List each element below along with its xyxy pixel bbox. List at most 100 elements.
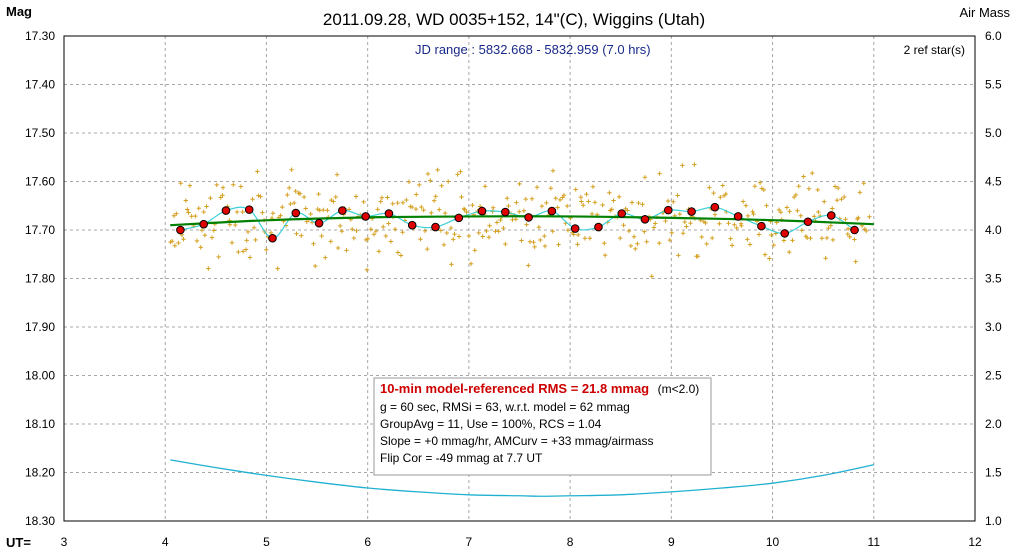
raw-point — [361, 199, 366, 205]
raw-point — [187, 183, 193, 188]
raw-point — [677, 211, 683, 217]
binned-point — [524, 213, 533, 222]
raw-point — [196, 206, 201, 211]
y-tick-label-left: 17.30 — [25, 29, 55, 43]
raw-point — [247, 255, 253, 260]
y-tick-label-right: 5.0 — [985, 126, 1002, 140]
raw-point — [409, 204, 415, 210]
raw-point — [649, 274, 654, 279]
y-tick-labels-left: 17.30 17.40 17.50 17.60 17.70 17.80 17.90 18.00… — [25, 29, 55, 528]
raw-point — [294, 231, 299, 236]
y-tick-label-left: 18.10 — [25, 417, 55, 431]
raw-point — [201, 209, 206, 215]
raw-point — [822, 199, 827, 204]
raw-point — [529, 196, 535, 201]
raw-point — [631, 234, 637, 239]
raw-point — [573, 187, 578, 192]
raw-point — [808, 236, 813, 241]
binned-point — [501, 207, 510, 217]
raw-point — [250, 197, 255, 202]
raw-point — [642, 175, 648, 180]
plot-frame — [63, 35, 976, 522]
raw-point — [446, 179, 451, 184]
raw-point — [375, 207, 380, 212]
raw-point — [750, 209, 755, 214]
airmass-curve — [170, 459, 874, 497]
raw-point — [747, 242, 753, 247]
y-tick-label-right: 5.5 — [985, 78, 1002, 92]
y-tick-label-left: 18.20 — [25, 466, 55, 480]
x-tick-label: 7 — [466, 535, 473, 549]
raw-point — [368, 226, 374, 232]
raw-point — [208, 195, 213, 201]
binned-point — [244, 205, 254, 214]
raw-point — [418, 237, 423, 242]
raw-point — [486, 235, 492, 240]
raw-point — [812, 214, 817, 219]
raw-point — [206, 266, 211, 271]
raw-point — [339, 229, 345, 234]
y-tick-label-right: 1.5 — [985, 466, 1002, 480]
raw-point — [214, 182, 219, 188]
x-tick-label: 4 — [162, 535, 169, 549]
raw-point — [220, 193, 225, 198]
raw-point — [589, 211, 595, 217]
raw-point — [498, 217, 503, 223]
raw-point — [625, 208, 630, 213]
y-tick-label-left: 17.70 — [25, 223, 55, 237]
raw-point — [616, 194, 622, 200]
raw-point — [220, 185, 226, 190]
raw-point — [640, 202, 645, 207]
raw-point — [172, 243, 178, 248]
raw-point — [798, 213, 803, 219]
raw-point — [565, 203, 570, 209]
raw-point — [240, 209, 245, 215]
raw-point — [319, 233, 324, 239]
y-tick-label-left: 17.80 — [25, 272, 55, 286]
raw-point — [437, 207, 442, 212]
raw-point — [582, 236, 588, 241]
raw-point — [395, 250, 401, 255]
raw-point — [602, 253, 608, 258]
raw-point — [752, 184, 758, 189]
raw-point — [435, 167, 440, 173]
raw-point — [756, 232, 762, 237]
raw-point — [839, 197, 844, 202]
binned-point — [710, 202, 720, 212]
raw-point — [388, 239, 394, 244]
raw-point — [723, 191, 729, 197]
raw-point — [251, 225, 257, 230]
info-line-5: Flip Cor = -49 mmag at 7.7 UT — [380, 451, 543, 465]
raw-point — [626, 228, 632, 234]
raw-point — [584, 191, 589, 197]
info-line-2: g = 60 sec, RMSi = 63, w.r.t. model = 62… — [380, 400, 630, 414]
raw-point — [438, 228, 444, 233]
raw-point — [867, 214, 872, 219]
raw-point — [542, 243, 548, 249]
y-tick-label-right: 6.0 — [985, 29, 1002, 43]
raw-point — [761, 187, 767, 193]
raw-point — [550, 168, 556, 173]
raw-point — [504, 196, 510, 201]
raw-point — [218, 195, 223, 200]
x-tick-label: 3 — [61, 535, 68, 549]
raw-point — [861, 181, 866, 186]
y-tick-label-right: 3.5 — [985, 272, 1002, 286]
raw-point — [676, 253, 681, 258]
raw-point — [494, 220, 500, 225]
raw-point — [628, 243, 634, 249]
raw-point — [592, 200, 598, 205]
binned-point — [176, 225, 185, 235]
raw-point — [787, 209, 792, 214]
raw-point — [216, 254, 221, 260]
raw-point — [390, 201, 395, 206]
binned-point — [803, 217, 813, 227]
info-box-frame — [373, 377, 712, 476]
raw-point — [642, 229, 647, 234]
raw-point — [354, 228, 359, 233]
raw-point — [404, 197, 409, 203]
x-tick-label: 10 — [766, 535, 780, 549]
raw-point — [211, 228, 217, 233]
raw-point — [431, 198, 437, 203]
